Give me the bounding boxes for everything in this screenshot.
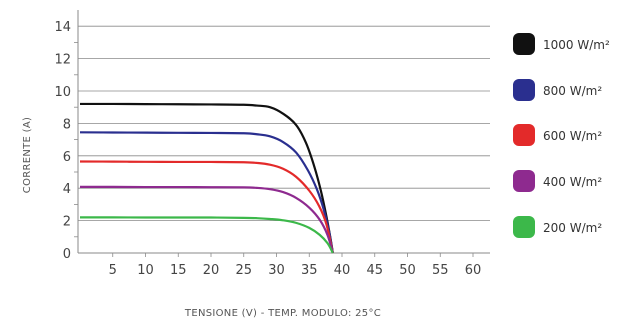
y-tick-label-8: 8 bbox=[63, 117, 71, 132]
x-tick-label-20: 20 bbox=[203, 263, 220, 278]
series-line-3 bbox=[79, 185, 334, 254]
legend-label-4: 200 W/m² bbox=[543, 221, 602, 235]
legend: 1000 W/m² 800 W/m² 600 W/m² 400 W/m² 200 W/m… bbox=[513, 33, 610, 238]
x-tick-label-60: 60 bbox=[465, 263, 482, 278]
series-line-0 bbox=[79, 102, 334, 254]
x-axis-ticks: 5 10 15 20 25 30 35 40 45 50 55 60 bbox=[109, 253, 482, 278]
y-tick-label-6: 6 bbox=[63, 150, 71, 165]
x-tick-label-40: 40 bbox=[334, 263, 351, 278]
y-tick-label-4: 4 bbox=[63, 182, 71, 197]
y-tick-label-0: 0 bbox=[63, 247, 71, 262]
series-line-1 bbox=[79, 131, 334, 254]
legend-swatch-2 bbox=[513, 124, 535, 146]
x-tick-label-10: 10 bbox=[137, 263, 154, 278]
legend-label-3: 400 W/m² bbox=[543, 175, 602, 189]
x-axis-label: TENSIONE (V) - TEMP. MODULO: 25°C bbox=[184, 308, 381, 319]
y-axis-label: CORRENTE (A) bbox=[22, 117, 33, 193]
legend-swatch-0 bbox=[513, 33, 535, 55]
x-tick-label-30: 30 bbox=[268, 263, 285, 278]
x-tick-label-50: 50 bbox=[399, 263, 416, 278]
legend-label-2: 600 W/m² bbox=[543, 129, 602, 143]
series-line-4 bbox=[79, 216, 334, 254]
x-tick-label-55: 55 bbox=[432, 263, 449, 278]
y-tick-label-2: 2 bbox=[63, 215, 71, 230]
x-tick-label-15: 15 bbox=[170, 263, 187, 278]
y-tick-label-14: 14 bbox=[54, 20, 71, 35]
x-tick-label-35: 35 bbox=[301, 263, 318, 278]
y-tick-label-10: 10 bbox=[54, 85, 71, 100]
axes bbox=[77, 10, 490, 254]
x-tick-label-25: 25 bbox=[235, 263, 252, 278]
legend-swatch-3 bbox=[513, 170, 535, 192]
x-tick-label-45: 45 bbox=[366, 263, 383, 278]
legend-label-0: 1000 W/m² bbox=[543, 38, 610, 52]
legend-swatch-4 bbox=[513, 216, 535, 238]
legend-swatch-1 bbox=[513, 79, 535, 101]
series-lines bbox=[79, 102, 334, 254]
y-axis-ticks: 0 2 4 6 8 10 12 14 bbox=[54, 20, 71, 262]
grid-lines bbox=[74, 25, 490, 238]
x-tick-label-5: 5 bbox=[109, 263, 117, 278]
y-tick-label-12: 12 bbox=[54, 53, 71, 68]
series-line-2 bbox=[79, 160, 334, 254]
legend-label-1: 800 W/m² bbox=[543, 84, 602, 98]
